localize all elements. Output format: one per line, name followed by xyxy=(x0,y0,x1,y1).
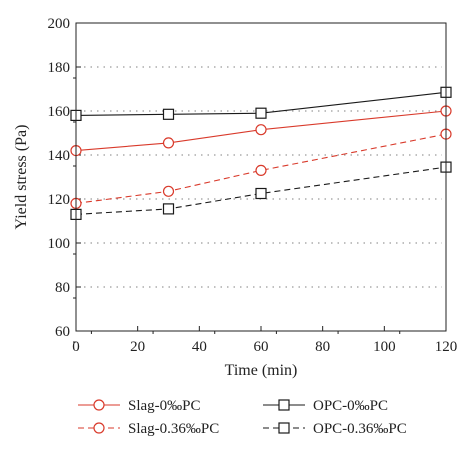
x-tick-label-80: 80 xyxy=(315,339,330,355)
legend-label-1: Slag-0.36‰PC xyxy=(128,421,219,437)
data-point-s0-2 xyxy=(255,124,267,136)
legend-label-0: Slag-0‰PC xyxy=(128,398,201,414)
y-tick-label-60: 60 xyxy=(55,324,70,340)
x-tick-label-120: 120 xyxy=(435,339,458,355)
data-point-s2-2 xyxy=(255,107,267,119)
x-tick-label-40: 40 xyxy=(192,339,207,355)
legend-marker-3 xyxy=(278,422,290,434)
data-point-s3-2 xyxy=(255,187,267,200)
plot-series xyxy=(70,86,452,220)
y-tick-label-180: 180 xyxy=(48,60,71,76)
axis-ticks: 60 80 100 120 140 160 180 200 0 20 40 60 80 100 120 xyxy=(48,16,458,355)
series-line-2 xyxy=(75,91,447,116)
x-tick-label-20: 20 xyxy=(130,339,145,355)
legend-marker-2 xyxy=(278,399,290,411)
y-tick-label-200: 200 xyxy=(48,16,71,32)
legend-label-3: OPC-0.36‰PC xyxy=(313,421,407,437)
grid-lines xyxy=(84,66,442,288)
data-point-s3-1 xyxy=(162,203,175,215)
x-tick-label-60: 60 xyxy=(254,339,269,355)
legend-marker-1 xyxy=(93,422,105,434)
y-tick-label-120: 120 xyxy=(48,192,71,208)
y-tick-label-80: 80 xyxy=(55,280,70,296)
legend-marker-0 xyxy=(93,399,105,411)
legend-label-2: OPC-0‰PC xyxy=(313,398,388,414)
x-tick-label-0: 0 xyxy=(72,339,80,355)
legend: Slag-0‰PC Slag-0.36‰PC OPC-0‰PC OPC-0.36‰PC xyxy=(78,398,407,437)
y-tick-label-100: 100 xyxy=(48,236,71,252)
y-axis-title: Yield stress (Pa) xyxy=(13,125,30,230)
y-tick-label-160: 160 xyxy=(48,104,71,120)
series-line-1 xyxy=(75,133,447,204)
plot-frame xyxy=(75,22,447,332)
data-point-s1-1 xyxy=(162,185,175,197)
y-tick-label-140: 140 xyxy=(48,148,71,164)
data-point-s1-2 xyxy=(255,164,267,176)
x-axis-title: Time (min) xyxy=(225,362,298,379)
data-point-s0-1 xyxy=(162,137,175,149)
data-point-s2-1 xyxy=(162,108,175,120)
x-tick-label-100: 100 xyxy=(373,339,396,355)
series-line-0 xyxy=(75,110,447,152)
